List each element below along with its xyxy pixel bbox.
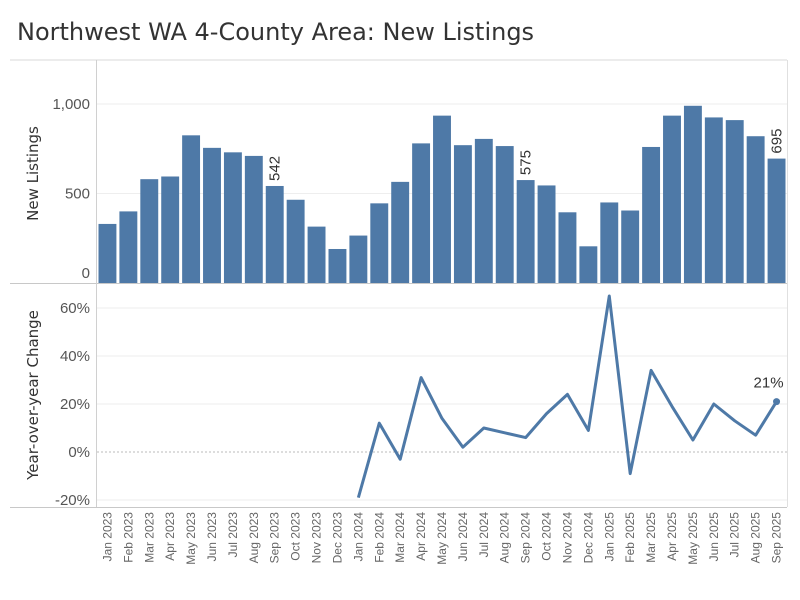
bar xyxy=(579,246,598,283)
bar xyxy=(683,105,702,283)
x-tick-label: Apr 2023 xyxy=(163,512,177,561)
bar xyxy=(119,211,138,283)
x-tick-label: Jan 2023 xyxy=(100,512,114,562)
bar xyxy=(203,147,221,283)
line-y-tick-label: 60% xyxy=(60,300,90,317)
yoy-series-line xyxy=(356,294,778,499)
line-y-axis-title: Year-over-year Change xyxy=(24,310,42,481)
bar-y-axis-title: New Listings xyxy=(24,126,42,221)
line-y-tick-label: -20% xyxy=(55,492,90,509)
x-tick-label: Sep 2023 xyxy=(268,512,282,564)
yoy-data-label: 21% xyxy=(754,375,784,392)
x-tick-label: Jul 2023 xyxy=(226,512,240,558)
x-tick-label: Jun 2024 xyxy=(456,512,470,562)
bar xyxy=(161,176,180,283)
bar xyxy=(223,152,242,283)
bar xyxy=(642,146,661,283)
bar xyxy=(182,135,201,283)
bar xyxy=(600,202,619,283)
x-tick-label: May 2025 xyxy=(686,512,700,565)
x-tick-label: Dec 2023 xyxy=(330,512,344,564)
bar xyxy=(663,115,681,283)
x-tick-label: Oct 2024 xyxy=(540,512,554,561)
x-tick-label: Jan 2024 xyxy=(351,512,365,562)
bar xyxy=(537,185,556,283)
bar-y-tick-label: 500 xyxy=(65,186,90,203)
x-tick-label: Mar 2024 xyxy=(393,512,407,563)
x-tick-label: Nov 2024 xyxy=(560,512,574,564)
bar-y-tick-label: 1,000 xyxy=(52,96,90,113)
bar xyxy=(391,181,410,283)
bar xyxy=(349,235,368,283)
x-tick-label: Aug 2025 xyxy=(749,512,763,564)
bar xyxy=(265,185,284,283)
bar xyxy=(244,155,263,283)
line-y-tick-label: 0% xyxy=(68,444,90,461)
x-tick-label: Apr 2024 xyxy=(414,512,428,561)
bar xyxy=(328,248,347,283)
bar xyxy=(98,223,117,283)
bar xyxy=(495,146,514,283)
x-tick-label: Jan 2025 xyxy=(602,512,616,562)
bar xyxy=(704,117,723,283)
x-tick-label: May 2023 xyxy=(184,512,198,565)
bar-data-label: 542 xyxy=(267,156,284,181)
bar xyxy=(746,136,765,283)
x-tick-label: Apr 2025 xyxy=(665,512,679,561)
chart-title: Northwest WA 4-County Area: New Listings xyxy=(17,18,535,46)
bar-y-tick-label: 0 xyxy=(82,265,90,282)
x-tick-label: Feb 2023 xyxy=(121,512,135,563)
bar xyxy=(558,212,577,283)
x-tick-label: Jun 2023 xyxy=(205,512,219,562)
x-tick-label: Nov 2023 xyxy=(310,512,324,564)
yoy-end-point xyxy=(773,398,781,406)
x-tick-label: Feb 2024 xyxy=(372,512,386,563)
bar-data-label: 695 xyxy=(769,129,786,154)
bar xyxy=(474,138,493,283)
bar xyxy=(725,120,744,283)
bar xyxy=(286,199,305,283)
bar xyxy=(307,226,326,283)
bar xyxy=(621,210,640,283)
bar xyxy=(433,115,451,283)
line-y-tick-label: 20% xyxy=(60,396,90,413)
bar xyxy=(767,158,786,283)
x-tick-label: Mar 2023 xyxy=(142,512,156,563)
x-tick-label: May 2024 xyxy=(435,512,449,565)
bar xyxy=(140,179,159,283)
x-tick-label: Sep 2025 xyxy=(770,512,784,564)
x-tick-label: Oct 2023 xyxy=(289,512,303,561)
line-y-tick-label: 40% xyxy=(60,348,90,365)
x-tick-label: Jul 2024 xyxy=(477,512,491,558)
x-tick-label: Aug 2024 xyxy=(498,512,512,564)
bar xyxy=(412,143,431,283)
x-tick-label: Dec 2024 xyxy=(581,512,595,564)
x-tick-label: Aug 2023 xyxy=(247,512,261,564)
bar xyxy=(516,180,535,283)
x-tick-label: Mar 2025 xyxy=(644,512,658,563)
x-tick-label: Feb 2025 xyxy=(623,512,637,563)
x-tick-label: Sep 2024 xyxy=(519,512,533,564)
x-tick-label: Jun 2025 xyxy=(707,512,721,562)
x-tick-label: Jul 2025 xyxy=(728,512,742,558)
bar-data-label: 575 xyxy=(518,150,535,175)
bar xyxy=(453,145,472,283)
bar xyxy=(370,203,389,283)
